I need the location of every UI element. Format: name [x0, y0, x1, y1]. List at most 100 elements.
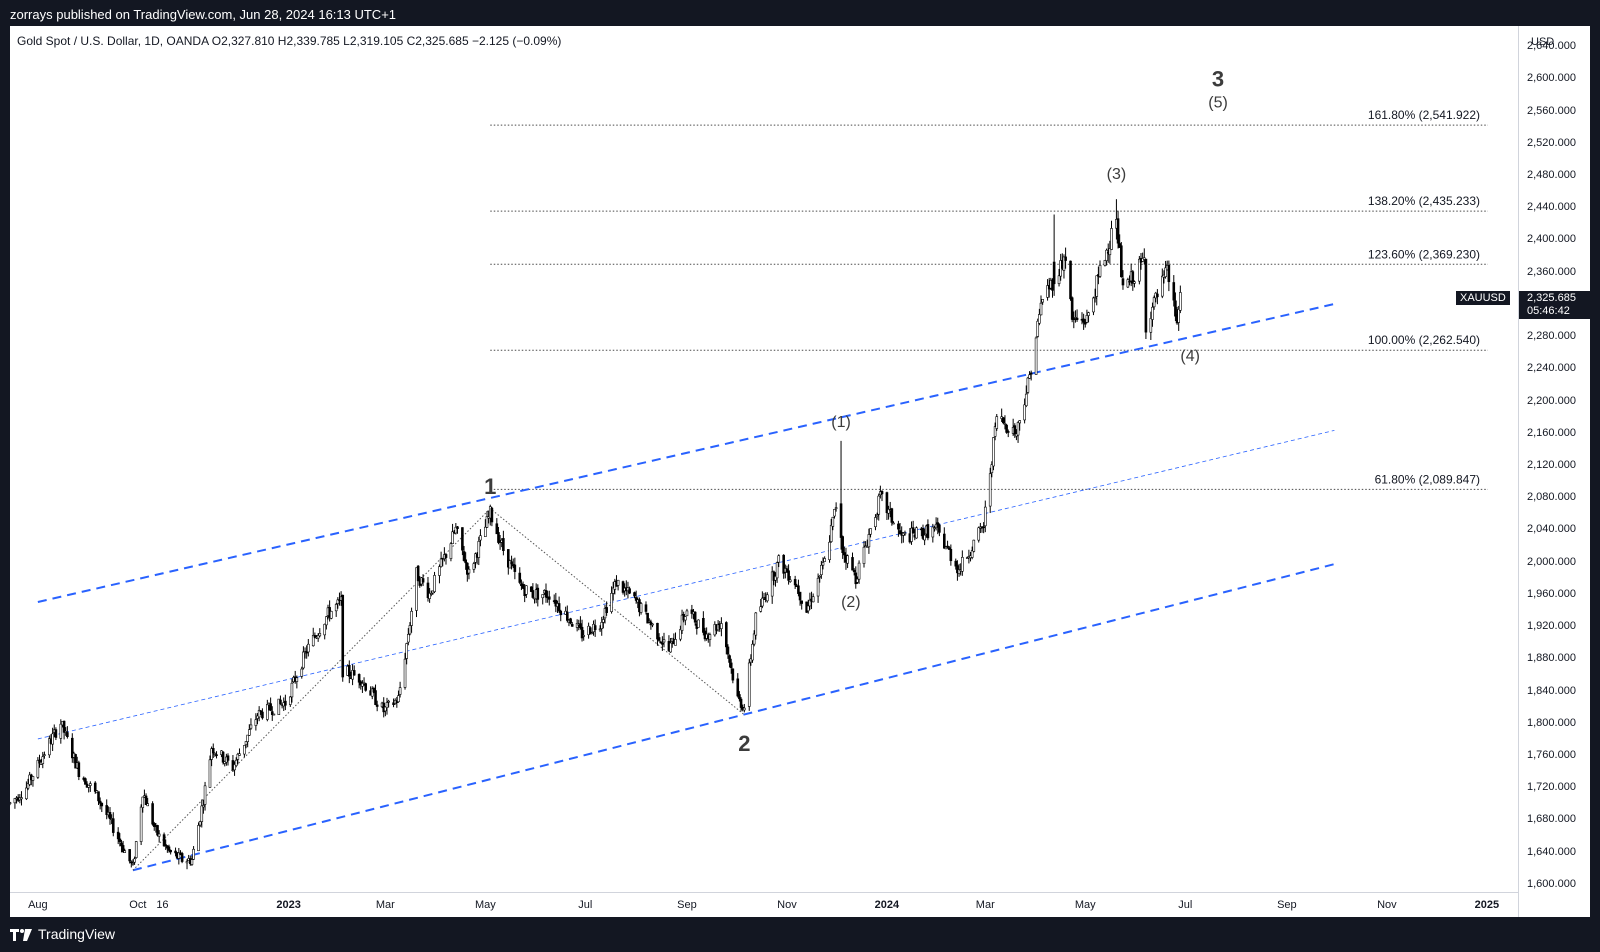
candle-body — [398, 687, 402, 695]
candle-body — [739, 698, 743, 708]
time-tick-label: Nov — [1377, 899, 1397, 911]
candle-body — [1144, 258, 1148, 333]
candle-body — [467, 568, 471, 574]
candle-body — [93, 782, 97, 792]
candle-body — [518, 572, 522, 583]
candle-body — [1036, 320, 1040, 337]
fib-level-label: 161.80% (2,541.922) — [1368, 108, 1480, 122]
candle-body — [657, 637, 661, 641]
candle-body — [257, 709, 261, 718]
fib-level-label: 123.60% (2,369.230) — [1368, 247, 1480, 261]
candle-body — [869, 528, 872, 535]
candle-body — [213, 752, 217, 755]
candle-body — [1152, 297, 1156, 308]
candle-body — [407, 634, 410, 643]
candle-body — [862, 546, 866, 564]
candle-body — [1028, 374, 1031, 379]
time-tick-label: Jul — [578, 899, 593, 911]
symbol-legend[interactable]: Gold Spot / U.S. Dollar, 1D, OANDA O2,32… — [17, 34, 562, 48]
candle-body — [1013, 425, 1017, 435]
candle-body — [590, 632, 594, 634]
candle-body — [375, 704, 379, 707]
candle-body — [693, 611, 697, 623]
candle-body — [334, 604, 338, 612]
price-tick-label: 2,000.000 — [1527, 555, 1576, 568]
candle-body — [679, 629, 682, 640]
candle-body — [43, 754, 46, 756]
candle-body — [775, 562, 779, 579]
candle-body — [1023, 404, 1026, 421]
candle-body — [1082, 318, 1085, 323]
candle-body — [751, 643, 754, 661]
candle-body — [51, 733, 54, 745]
time-tick-label: 2023 — [276, 899, 301, 911]
candle-body — [410, 610, 413, 626]
price-tick-label: 1,920.000 — [1527, 620, 1576, 633]
candle-body — [479, 535, 482, 541]
lower-channel-line — [132, 563, 1335, 872]
price-tick-label: 2,560.000 — [1527, 104, 1576, 117]
candle-body — [1126, 279, 1130, 288]
candle-body — [13, 798, 17, 804]
candle-body — [605, 607, 608, 613]
price-tick-label: 2,040.000 — [1527, 523, 1576, 536]
candle-body — [1064, 256, 1067, 261]
candle-body — [174, 850, 177, 854]
candle-body — [10, 802, 12, 804]
candle-body — [66, 732, 69, 738]
candle-body — [726, 646, 730, 655]
candle-body — [387, 700, 390, 703]
candle-body — [1172, 282, 1176, 301]
candle-body — [957, 569, 961, 574]
candle-body — [449, 543, 453, 559]
candle-body — [211, 748, 215, 754]
candle-body — [777, 555, 781, 563]
candle-body — [729, 662, 733, 669]
candle-body — [674, 639, 677, 646]
candle-body — [724, 622, 728, 648]
candle-body — [1103, 260, 1107, 266]
candle-body — [754, 612, 758, 636]
candle-body — [680, 614, 684, 631]
candle-body — [210, 748, 213, 760]
price-tick-label: 2,360.000 — [1527, 265, 1576, 278]
candle-body — [146, 803, 149, 807]
price-tick-label: 2,480.000 — [1527, 169, 1576, 182]
candle-body — [128, 849, 131, 862]
candle-body — [833, 509, 836, 517]
time-axis[interactable]: Aug Oct 16 2023 Mar May Jul Sep Nov 2024 Mar May Jul… — [10, 892, 1518, 918]
candle-body — [1052, 261, 1056, 285]
candle-body — [910, 527, 913, 542]
price-tick-label: 1,680.000 — [1527, 813, 1576, 826]
candle-body — [702, 618, 705, 633]
candle-body — [1179, 292, 1182, 311]
candle-body — [31, 776, 35, 781]
symbol-tag: XAUUSD — [1456, 291, 1510, 306]
candle-body — [1062, 256, 1066, 271]
candle-body — [1138, 258, 1141, 282]
candle-body — [903, 532, 907, 535]
publisher-bar: zorrays published on TradingView.com, Ju… — [0, 0, 1600, 30]
candle-body — [123, 850, 127, 853]
candle-body — [874, 517, 877, 528]
candle-body — [834, 507, 838, 509]
candle-body — [426, 582, 430, 599]
candle-body — [347, 665, 351, 677]
candle-body — [164, 844, 168, 846]
candle-body — [226, 755, 230, 761]
candle-body — [1003, 423, 1007, 425]
candle-body — [144, 795, 148, 806]
candle-body — [770, 571, 774, 597]
candle-body — [439, 558, 443, 567]
candle-body — [582, 635, 585, 637]
candle-body — [169, 849, 172, 853]
price-axis[interactable]: USD 1,600.000 1,640.000 1,680.000 1,720.000… — [1518, 26, 1591, 917]
candle-body — [1116, 218, 1120, 244]
candle-body — [105, 805, 109, 815]
price-tick-label: 2,080.000 — [1527, 491, 1576, 504]
candle-body — [277, 698, 281, 715]
candle-body — [141, 796, 145, 808]
candle-body — [857, 562, 861, 580]
candle-body — [238, 753, 241, 756]
chart-pane[interactable]: 161.80% (2,541.922) 138.20% (2,435.233) 12… — [10, 26, 1518, 917]
